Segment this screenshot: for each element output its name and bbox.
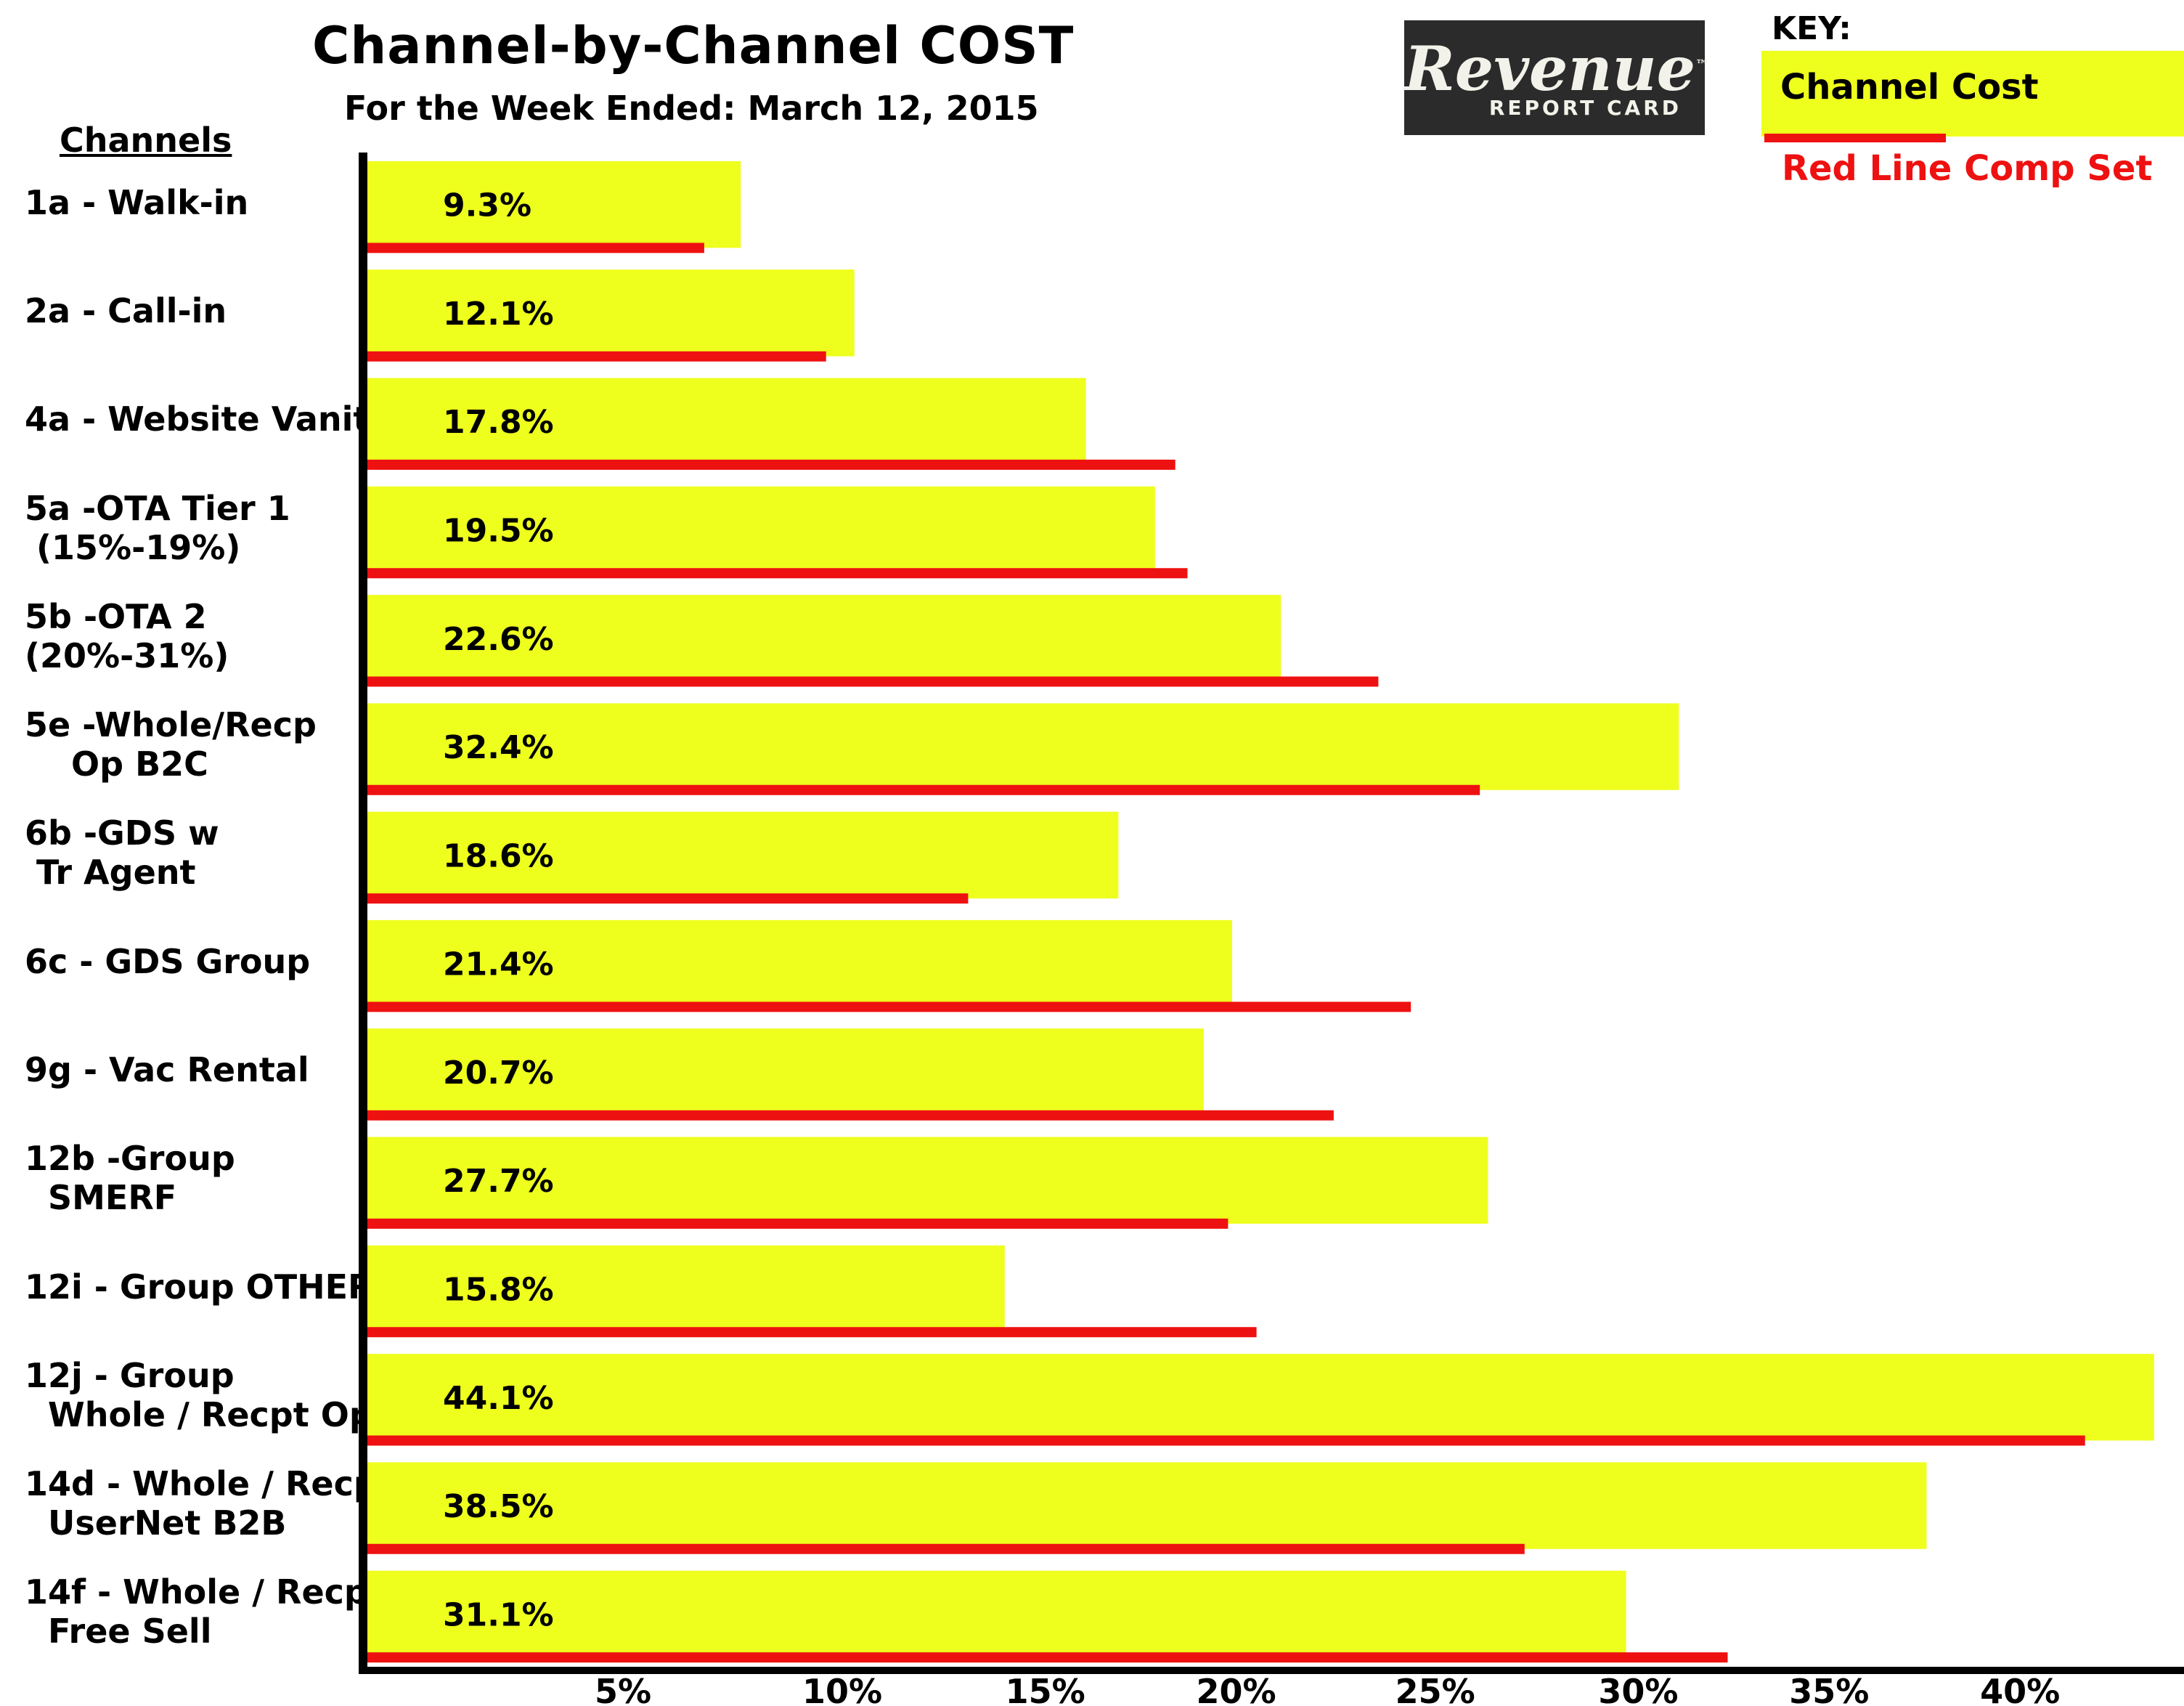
revenue-report-card-logo: Revenue™ REPORT CARD	[1404, 20, 1709, 135]
x-tick-label: 30%	[1598, 1672, 1678, 1706]
category-label: 12b -Group SMERF	[25, 1139, 235, 1217]
bar-channel-cost	[363, 1570, 1626, 1658]
chart-subtitle: For the Week Ended: March 12, 2015	[344, 89, 1039, 128]
category-label: 4a - Website Vanity	[25, 399, 391, 439]
bar-channel-cost	[363, 378, 1086, 465]
category-label: 6c - GDS Group	[25, 942, 311, 981]
bar-value-label: 21.4%	[443, 946, 554, 983]
bar-value-label: 17.8%	[443, 404, 554, 441]
x-tick-label: 5%	[595, 1672, 651, 1706]
category-label: 1a - Walk-in	[25, 183, 249, 222]
x-tick-label: 40%	[1980, 1672, 2060, 1706]
category-label: 2a - Call-in	[25, 291, 227, 330]
bar-value-label: 19.5%	[443, 513, 554, 550]
bar-value-label: 15.8%	[443, 1272, 554, 1309]
category-label: 12i - Group OTHER	[25, 1267, 374, 1307]
category-label: 5e -Whole/Recp Op B2C	[25, 705, 317, 784]
category-label: 14f - Whole / Recp Free Sell	[25, 1572, 368, 1651]
logo-trademark: ™	[1695, 57, 1709, 73]
bar-value-label: 31.1%	[443, 1596, 554, 1633]
x-tick-label: 15%	[1006, 1672, 1085, 1706]
category-label: 5a -OTA Tier 1 (15%-19%)	[25, 489, 290, 567]
legend-label-red-line: Red Line Comp Set	[1782, 148, 2153, 189]
bar-value-label: 38.5%	[443, 1488, 554, 1525]
bar-value-label: 9.3%	[443, 187, 531, 224]
bar-value-label: 20.7%	[443, 1055, 554, 1092]
logo-wordmark: Revenue™	[1404, 29, 1709, 105]
bar-value-label: 22.6%	[443, 621, 554, 658]
bar-channel-cost	[363, 1245, 1005, 1333]
legend-title: KEY:	[1772, 10, 1851, 47]
y-axis-header: Channels	[60, 121, 232, 160]
bar-channel-cost	[363, 269, 855, 357]
bar-channel-cost	[363, 595, 1282, 682]
bar-channel-cost	[363, 1354, 2154, 1441]
bar-channel-cost	[363, 161, 741, 248]
bar-value-label: 27.7%	[443, 1163, 554, 1200]
legend-label-channel-cost: Channel Cost	[1780, 67, 2039, 107]
chart-title: Channel-by-Channel COST	[312, 16, 1075, 76]
logo-subtitle: REPORT CARD	[1488, 96, 1682, 120]
category-label: 12j - Group Whole / Recpt Op	[25, 1356, 373, 1434]
bar-channel-cost	[363, 811, 1119, 899]
bar-value-label: 12.1%	[443, 296, 554, 333]
x-tick-label: 35%	[1789, 1672, 1869, 1706]
category-label: 14d - Whole / Recpt UserNet B2B	[25, 1464, 394, 1543]
bar-channel-cost	[363, 703, 1679, 790]
bar-channel-cost	[363, 1137, 1488, 1224]
bar-channel-cost	[363, 1462, 1927, 1549]
bar-value-label: 18.6%	[443, 837, 554, 874]
category-label: 5b -OTA 2 (20%-31%)	[25, 597, 229, 675]
legend-swatch-red-line	[1764, 134, 1946, 142]
category-label: 9g - Vac Rental	[25, 1050, 309, 1089]
bar-channel-cost	[363, 486, 1155, 574]
category-label: 6b -GDS w Tr Agent	[25, 813, 219, 892]
bar-value-label: 44.1%	[443, 1380, 554, 1417]
legend-swatch-channel-cost	[1761, 51, 2184, 137]
bar-channel-cost	[363, 919, 1232, 1007]
bar-value-label: 32.4%	[443, 729, 554, 766]
x-tick-label: 25%	[1395, 1672, 1475, 1706]
x-tick-label: 20%	[1197, 1672, 1276, 1706]
x-tick-label: 10%	[802, 1672, 882, 1706]
logo-main-text: Revenue	[1404, 33, 1696, 105]
bar-channel-cost	[363, 1028, 1204, 1116]
